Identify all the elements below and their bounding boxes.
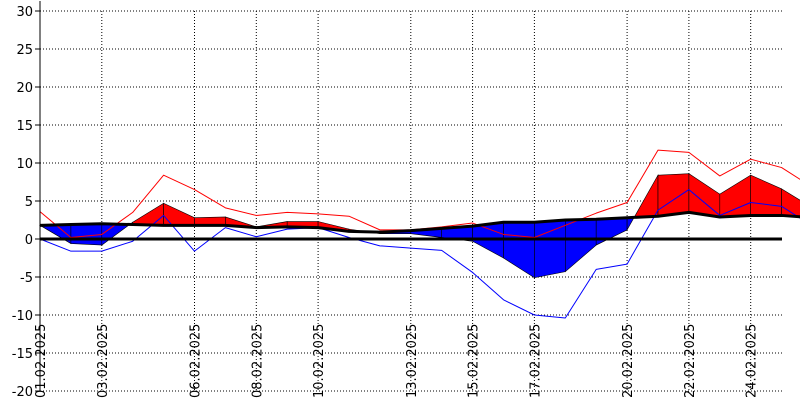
warm-area: [633, 174, 659, 218]
x-tick-label: 24.02.2025: [745, 324, 760, 398]
x-tick-label: 15.02.2025: [467, 324, 482, 398]
warm-area: [719, 174, 752, 218]
y-tick-label: -10: [12, 309, 33, 324]
x-tick-label: 06.02.2025: [189, 324, 204, 398]
y-tick-label: 25: [16, 43, 33, 58]
x-tick-label: 13.02.2025: [405, 324, 420, 398]
y-tick-label: -20: [12, 385, 33, 400]
cold-area: [534, 219, 566, 279]
min-temperature-line: [39, 189, 800, 319]
warm-area: [657, 173, 690, 217]
x-tick-label: 08.02.2025: [250, 324, 265, 398]
cold-area: [503, 221, 535, 279]
warm-area: [163, 202, 195, 226]
x-tick-label: 20.02.2025: [621, 324, 636, 398]
cold-area: [595, 217, 628, 246]
x-tick-label: 17.02.2025: [528, 324, 543, 398]
cold-area: [564, 218, 597, 273]
tick-labels: 30 25 20 15 10 5 0 -5 -10 -15 -20 01.02.2025 03.02.2…: [12, 5, 760, 400]
x-tick-label: 22.02.2025: [683, 324, 698, 398]
y-tick-label: -5: [20, 271, 33, 286]
y-tick-label: 30: [16, 5, 33, 20]
warm-area: [781, 188, 800, 218]
y-tick-label: 5: [25, 195, 33, 210]
warm-area: [688, 173, 721, 218]
y-tick-label: 0: [25, 233, 33, 248]
y-tick-label: 15: [16, 119, 33, 134]
warm-area: [750, 174, 782, 216]
y-tick-label: 10: [16, 157, 33, 172]
max-temperature-line: [39, 149, 800, 238]
x-tick-label: 10.02.2025: [312, 324, 327, 398]
cold-area: [626, 217, 635, 232]
y-tick-label: 20: [16, 81, 33, 96]
reference-line: [39, 210, 800, 234]
series-lines: [39, 149, 800, 319]
y-tick-label: -15: [12, 347, 33, 362]
x-tick-label: 01.02.2025: [34, 324, 49, 398]
axes: [35, 1, 782, 392]
x-tick-label: 03.02.2025: [96, 324, 111, 398]
cold-area: [101, 223, 131, 246]
